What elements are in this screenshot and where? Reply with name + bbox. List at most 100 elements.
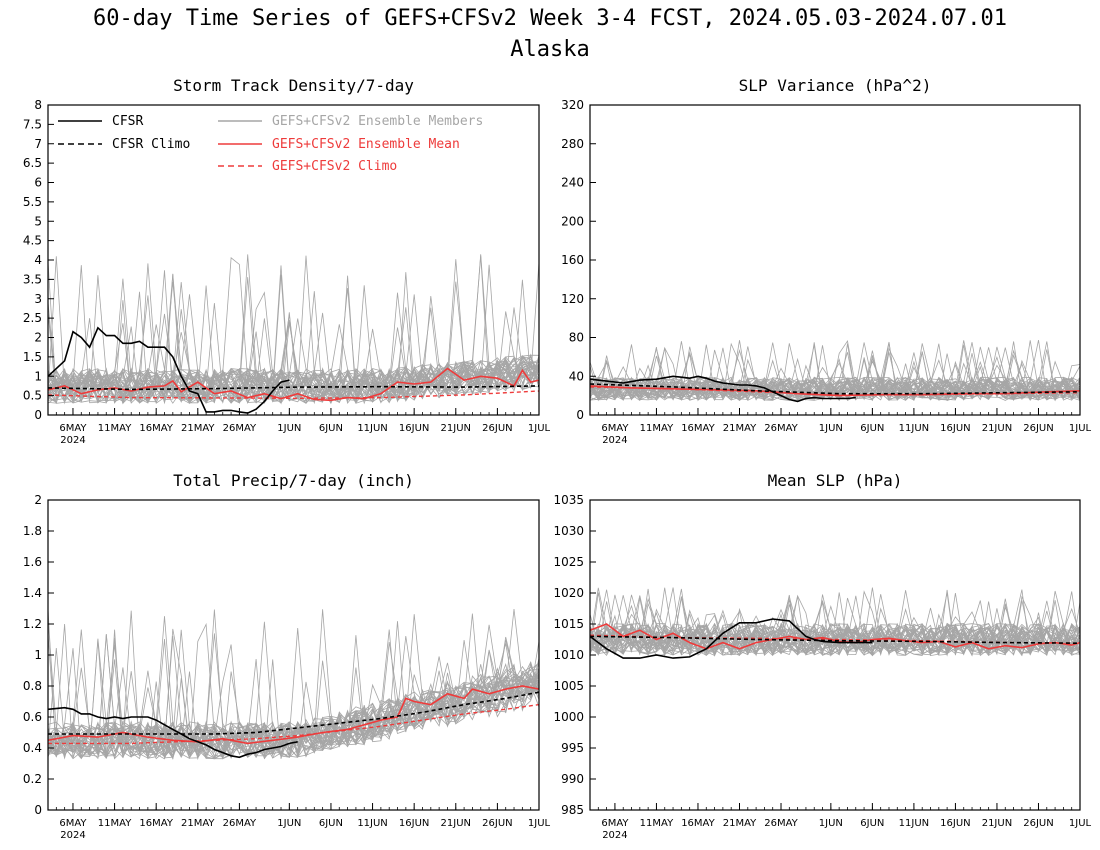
legend-ens-climo-label: GEFS+CFSv2 Climo xyxy=(272,159,397,174)
y-tick-label: 3 xyxy=(34,292,42,306)
x-tick-label: 16JUN xyxy=(399,423,429,434)
x-tick-label: 6JUN xyxy=(319,818,343,829)
x-tick-label: 1JUN xyxy=(819,818,843,829)
y-tick-label: 4 xyxy=(34,253,42,267)
y-tick-label: 0 xyxy=(34,803,42,817)
cfsr-line xyxy=(590,375,856,403)
y-tick-label: 1025 xyxy=(553,555,584,569)
y-tick-label: 1035 xyxy=(553,493,584,507)
x-tick-label: 21JUN xyxy=(441,423,471,434)
x-tick-label: 11JUN xyxy=(899,818,929,829)
cfsr-climo-line xyxy=(48,385,539,391)
ensemble-member-line xyxy=(590,622,1080,657)
cfsr-line xyxy=(590,618,873,659)
x-tick-label: 21MAY xyxy=(723,818,757,829)
y-tick-label: 7 xyxy=(34,137,42,151)
y-tick-label: 1.5 xyxy=(23,350,42,364)
panel-data xyxy=(48,254,539,414)
ensemble-member-line xyxy=(590,587,1080,656)
y-tick-label: 2.5 xyxy=(23,311,42,325)
y-tick-label: 160 xyxy=(561,253,584,267)
y-tick-label: 1.6 xyxy=(23,555,42,569)
ensemble-member-line xyxy=(48,359,539,403)
legend-members-label: GEFS+CFSv2 Ensemble Members xyxy=(272,114,483,129)
y-tick-label: 1.2 xyxy=(23,617,42,631)
legend-cfsr-climo-label: CFSR Climo xyxy=(112,137,190,152)
y-tick-label: 2 xyxy=(34,331,42,345)
x-tick-label: 21JUN xyxy=(441,818,471,829)
x-tick-label: 11JUN xyxy=(899,423,929,434)
x-tick-label: 21JUN xyxy=(982,818,1012,829)
y-tick-label: 80 xyxy=(569,331,584,345)
y-tick-label: 0.6 xyxy=(23,710,42,724)
y-tick-label: 0.8 xyxy=(23,679,42,693)
y-tick-label: 7.5 xyxy=(23,117,42,131)
x-tick-label: 21MAY xyxy=(181,818,215,829)
y-tick-label: 1005 xyxy=(553,679,584,693)
y-tick-label: 995 xyxy=(561,741,584,755)
panel-2: SLP Variance (hPa^2) 0 40 80 120 160 200 240 280… xyxy=(561,76,1091,446)
y-tick-label: 1.8 xyxy=(23,524,42,538)
ensemble-member-line xyxy=(48,635,539,758)
y-tick-label: 0.2 xyxy=(23,772,42,786)
x-tick-label: 6JUN xyxy=(860,423,884,434)
x-tick-year: 2024 xyxy=(60,830,85,841)
ensemble-mean-line xyxy=(48,367,539,402)
ensemble-mean-line xyxy=(48,685,539,745)
legend: CFSR CFSR Climo GEFS+CFSv2 Ensemble Member… xyxy=(58,114,483,174)
x-tick-label: 6JUN xyxy=(860,818,884,829)
x-tick-label: 21JUN xyxy=(982,423,1012,434)
x-tick-label: 1JUL xyxy=(1069,423,1092,434)
y-tick-label: 120 xyxy=(561,292,584,306)
ensemble-member-line xyxy=(48,295,539,404)
x-tick-label: 11MAY xyxy=(98,423,132,434)
y-tick-label: 0 xyxy=(576,408,584,422)
panel-3: Total Precip/7-day (inch)00.20.40.60.811… xyxy=(23,471,551,841)
ensemble-member-line xyxy=(48,265,539,404)
x-tick-year: 2024 xyxy=(60,435,85,446)
x-tick-year: 2024 xyxy=(602,435,627,446)
x-tick-label: 1JUN xyxy=(277,818,301,829)
cfsr-climo-line xyxy=(590,635,1080,644)
y-tick-label: 280 xyxy=(561,137,584,151)
figure-title: 60-day Time Series of GEFS+CFSv2 Week 3-… xyxy=(93,6,1007,31)
ensemble-mean-line xyxy=(590,385,1080,397)
panel-title: Mean SLP (hPa) xyxy=(768,471,903,490)
y-tick-label: 0 xyxy=(34,408,42,422)
y-tick-label: 985 xyxy=(561,803,584,817)
panel-title: Total Precip/7-day (inch) xyxy=(173,471,414,490)
y-tick-label: 1 xyxy=(34,369,42,383)
y-tick-label: 1 xyxy=(34,648,42,662)
x-tick-label: 6MAY xyxy=(601,423,629,434)
x-tick-label: 16JUN xyxy=(940,818,970,829)
x-tick-label: 26JUN xyxy=(482,818,512,829)
x-tick-label: 11MAY xyxy=(98,818,132,829)
panel-data xyxy=(590,587,1080,659)
x-tick-label: 16JUN xyxy=(399,818,429,829)
ensemble-mean-line xyxy=(590,623,1080,650)
ensemble-member-line xyxy=(590,343,1080,402)
x-tick-label: 11JUN xyxy=(357,818,387,829)
x-tick-label: 26JUN xyxy=(1023,818,1053,829)
x-tick-label: 26MAY xyxy=(223,818,257,829)
y-tick-label: 0.5 xyxy=(23,389,42,403)
ensemble-member-line xyxy=(48,278,539,403)
x-tick-label: 11JUN xyxy=(357,423,387,434)
ensemble-member-line xyxy=(48,627,539,759)
ensemble-member-line xyxy=(590,592,1080,656)
x-tick-label: 26MAY xyxy=(764,423,798,434)
x-tick-label: 1JUL xyxy=(1069,818,1092,829)
y-tick-label: 40 xyxy=(569,369,584,383)
y-tick-label: 1010 xyxy=(553,648,584,662)
x-tick-label: 16MAY xyxy=(139,423,173,434)
legend-ens-mean-label: GEFS+CFSv2 Ensemble Mean xyxy=(272,137,460,152)
x-tick-label: 6MAY xyxy=(59,818,87,829)
y-tick-label: 5.5 xyxy=(23,195,42,209)
x-tick-label: 16MAY xyxy=(139,818,173,829)
ensemble-member-line xyxy=(48,664,539,760)
ensemble-member-line xyxy=(590,622,1080,656)
panel-data xyxy=(590,339,1080,403)
y-tick-label: 4.5 xyxy=(23,234,42,248)
x-tick-label: 16JUN xyxy=(940,423,970,434)
